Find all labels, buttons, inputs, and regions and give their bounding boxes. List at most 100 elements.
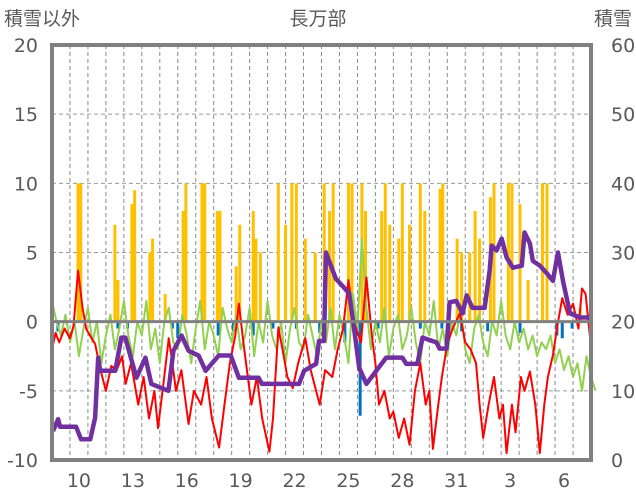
orange-bar — [331, 183, 335, 322]
blue-bar — [560, 321, 564, 339]
orange-bar — [423, 211, 427, 322]
chart-title: 長万部 — [289, 8, 346, 30]
blue-bar — [116, 321, 120, 329]
orange-bar — [478, 238, 482, 322]
orange-bar — [113, 224, 117, 322]
blue-bar — [343, 321, 347, 343]
y-tick-right: 10 — [611, 381, 635, 403]
orange-bar — [408, 224, 412, 322]
lines — [51, 230, 597, 455]
x-tick-label: 3 — [504, 470, 516, 492]
x-tick-label: 22 — [282, 470, 306, 492]
blue-bar — [176, 321, 180, 339]
y-tick-right: 50 — [611, 104, 635, 126]
x-tick-label: 31 — [444, 470, 468, 492]
orange-bar — [303, 238, 307, 322]
orange-bar — [350, 183, 354, 322]
orange-bar — [200, 183, 204, 322]
blue-bar — [271, 321, 275, 329]
y-tick-left: 10 — [14, 173, 38, 195]
y-tick-right: 0 — [611, 450, 623, 472]
orange-bar — [510, 183, 514, 322]
y-tick-right: 40 — [611, 173, 635, 195]
blue-bar — [518, 321, 522, 333]
orange-bar — [251, 211, 255, 322]
orange-bar — [218, 211, 222, 322]
plot-frame — [50, 43, 593, 462]
blue-bar — [376, 321, 380, 329]
orange-bar — [364, 211, 368, 322]
y-tick-right: 20 — [611, 312, 635, 334]
y-tick-left: -10 — [7, 450, 38, 472]
purple-line — [51, 230, 594, 442]
x-tick-label: 6 — [558, 470, 570, 492]
orange-bar — [151, 238, 155, 322]
orange-bar — [455, 238, 459, 322]
orange-bar — [133, 190, 137, 322]
left-axis-title: 積雪以外 — [4, 8, 80, 30]
orange-bar — [388, 224, 392, 322]
orange-bar — [215, 211, 219, 322]
orange-bar — [526, 280, 530, 322]
blue-bar — [216, 321, 220, 336]
orange-bar — [380, 211, 384, 322]
orange-bar — [400, 183, 404, 322]
bars — [56, 183, 582, 416]
orange-bar — [473, 211, 477, 322]
y-tick-left: -5 — [19, 381, 38, 403]
x-tick-label: 28 — [390, 470, 414, 492]
y-tick-left: 20 — [14, 35, 38, 57]
y-tick-left: 0 — [26, 312, 38, 334]
x-tick-label: 10 — [67, 470, 91, 492]
orange-bar — [460, 252, 464, 322]
orange-bar — [238, 224, 242, 322]
axes: 20 60 15 50 10 40 5 30 0 20 -5 10 -10 0 10 13 16 19 22 25 28… — [7, 35, 635, 492]
x-tick-label: 16 — [175, 470, 199, 492]
y-tick-right: 60 — [611, 35, 635, 57]
orange-bar — [148, 252, 152, 322]
red-line — [51, 269, 592, 455]
orange-bar — [492, 183, 496, 322]
blue-bar — [170, 321, 174, 329]
orange-bar — [418, 183, 422, 322]
orange-bar — [276, 183, 280, 322]
orange-bar — [76, 183, 80, 322]
orange-bar — [313, 252, 317, 322]
y-tick-right: 30 — [611, 243, 635, 265]
y-tick-left: 15 — [14, 104, 38, 126]
x-tick-label: 13 — [121, 470, 145, 492]
orange-bar — [441, 183, 445, 322]
x-tick-label: 25 — [336, 470, 360, 492]
orange-bar — [79, 183, 83, 322]
orange-bar — [116, 280, 120, 322]
orange-bar — [163, 294, 167, 322]
x-tick-label: 19 — [229, 470, 253, 492]
y-tick-left: 5 — [26, 243, 38, 265]
blue-bar — [318, 321, 322, 333]
orange-bar — [540, 183, 544, 322]
orange-bar — [294, 183, 298, 322]
orange-bar — [438, 188, 442, 322]
orange-bar — [506, 183, 510, 322]
orange-bar — [290, 183, 294, 322]
blue-bar — [486, 321, 490, 332]
orange-bar — [130, 204, 134, 322]
blue-bar — [570, 321, 574, 329]
orange-bar — [383, 183, 387, 322]
orange-bar — [254, 238, 258, 322]
right-axis-title: 積雪 — [594, 8, 632, 30]
orange-bar — [346, 183, 350, 322]
blue-bar — [418, 321, 422, 329]
orange-bar — [203, 183, 207, 322]
orange-bar — [258, 252, 262, 322]
orange-bar — [284, 224, 288, 322]
blue-bar — [440, 321, 444, 329]
orange-bar — [234, 266, 238, 322]
orange-bar — [468, 252, 472, 322]
orange-bar — [184, 183, 188, 322]
orange-bar — [545, 183, 549, 322]
orange-bar — [397, 238, 401, 322]
orange-bar — [181, 211, 185, 322]
blue-bar — [251, 321, 255, 336]
